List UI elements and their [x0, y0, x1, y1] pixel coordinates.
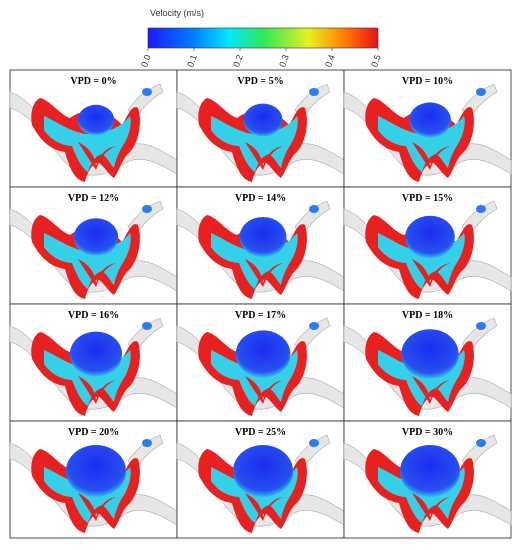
low-velocity-dome	[235, 330, 291, 378]
panel: VPD = 16%	[9, 303, 178, 422]
panel-label: VPD = 18%	[402, 310, 453, 321]
core-region	[245, 493, 283, 521]
mixed-region	[211, 116, 298, 172]
low-velocity-dome	[405, 215, 455, 259]
outlet	[142, 322, 152, 330]
panel: VPD = 25%	[176, 420, 345, 539]
core-region	[412, 259, 450, 287]
panel: VPD = 15%	[343, 186, 512, 305]
core-region	[245, 376, 283, 404]
low-velocity-dome	[400, 445, 460, 497]
outlet	[309, 205, 319, 213]
mixed-region	[211, 233, 298, 289]
outlet	[476, 205, 486, 213]
low-velocity-dome	[243, 103, 283, 137]
colorbar-tick-label: 0.1	[185, 53, 199, 68]
low-velocity-dome	[401, 329, 459, 379]
panel-label: VPD = 17%	[235, 310, 286, 321]
panel: VPD = 20%	[9, 420, 178, 539]
colorbar	[147, 27, 379, 49]
panel-label: VPD = 14%	[235, 193, 286, 204]
core-region	[78, 142, 116, 170]
low-velocity-dome	[233, 445, 293, 497]
outlet	[142, 88, 152, 96]
outlet	[309, 88, 319, 96]
mixed-region	[44, 233, 131, 289]
low-velocity-dome	[69, 331, 123, 377]
outlet	[309, 439, 319, 447]
mixed-region	[211, 350, 298, 406]
low-velocity-dome	[73, 218, 119, 256]
colorbar-ticks: 0.0 0.1 0.2 0.3 0.4 0.5	[139, 48, 383, 68]
outlet	[142, 439, 152, 447]
panel-label: VPD = 0%	[70, 76, 116, 87]
panel: VPD = 5%	[176, 69, 345, 188]
colorbar-tick-label: 0.5	[369, 53, 383, 68]
colorbar-tick-label: 0.3	[277, 53, 291, 68]
low-velocity-dome	[239, 217, 287, 257]
panel-label: VPD = 5%	[237, 76, 283, 87]
mixed-region	[378, 350, 465, 406]
outlet	[476, 88, 486, 96]
mixed-region	[44, 350, 131, 406]
low-velocity-dome	[77, 104, 115, 136]
mixed-region	[378, 116, 465, 172]
core-region	[78, 376, 116, 404]
panel-label: VPD = 20%	[68, 427, 119, 438]
outlet	[309, 322, 319, 330]
colorbar-tick-label: 0.2	[231, 53, 245, 68]
core-region	[78, 259, 116, 287]
mixed-region	[378, 233, 465, 289]
mixed-region	[44, 116, 131, 172]
outlet	[142, 205, 152, 213]
panel-label: VPD = 10%	[402, 76, 453, 87]
panel: VPD = 17%	[176, 303, 345, 422]
panel-grid: VPD = 0% VPD = 5% VPD = 10% VPD = 12% VPD = …	[9, 69, 512, 539]
panel-label: VPD = 25%	[235, 427, 286, 438]
colorbar-title: Velocity (m/s)	[150, 8, 204, 18]
core-region	[78, 493, 116, 521]
core-region	[412, 493, 450, 521]
outlet	[476, 439, 486, 447]
panel-label: VPD = 30%	[402, 427, 453, 438]
panel: VPD = 0%	[9, 69, 178, 188]
panel: VPD = 14%	[176, 186, 345, 305]
low-velocity-dome	[66, 445, 126, 497]
panel: VPD = 30%	[343, 420, 512, 539]
panel: VPD = 18%	[343, 303, 512, 422]
panel-label: VPD = 15%	[402, 193, 453, 204]
panel-label: VPD = 12%	[68, 193, 119, 204]
panel: VPD = 12%	[9, 186, 178, 305]
panel-label: VPD = 16%	[68, 310, 119, 321]
core-region	[412, 142, 450, 170]
core-region	[245, 142, 283, 170]
colorbar-tick-label: 0.0	[139, 53, 153, 68]
panel: VPD = 10%	[343, 69, 512, 188]
core-region	[412, 376, 450, 404]
core-region	[245, 259, 283, 287]
outlet	[476, 322, 486, 330]
low-velocity-dome	[409, 102, 451, 138]
colorbar-tick-label: 0.4	[323, 53, 337, 68]
